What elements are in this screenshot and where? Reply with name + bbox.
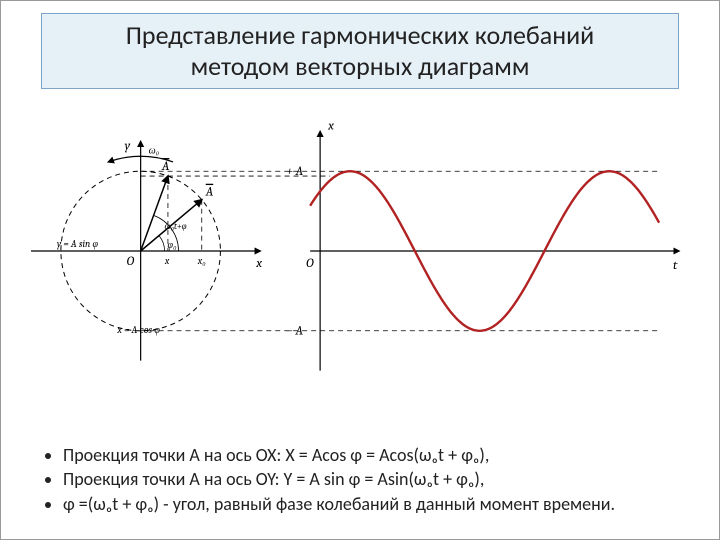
diagram-area: Oxyy = A sin φx = A cos φAAφ₀ω₀t+φω₀xx₀ …: [21, 101, 699, 401]
svg-text:x = A cos φ: x = A cos φ: [116, 325, 160, 336]
title-box: Представление гармонических колебаний ме…: [41, 13, 679, 89]
bullet-item: φ =(ωₒt + φₒ) - угол, равный фазе колеба…: [63, 493, 679, 516]
svg-text:ω₀t+φ: ω₀t+φ: [165, 222, 187, 232]
svg-text:x: x: [255, 256, 262, 271]
svg-text:x: x: [327, 118, 334, 133]
sine-diagram: + A − A Ot x: [141, 118, 679, 370]
svg-text:O: O: [127, 254, 135, 269]
svg-text:x: x: [164, 256, 170, 267]
bullets-area: Проекция точки A на ось OX: X = Acos φ =…: [41, 442, 679, 518]
svg-text:φ₀: φ₀: [168, 240, 178, 251]
svg-text:A: A: [161, 159, 170, 174]
slide-root: Представление гармонических колебаний ме…: [0, 0, 720, 540]
svg-text:− A: − A: [286, 324, 303, 339]
svg-text:A: A: [205, 185, 214, 200]
bullet-item: Проекция точки A на ось OY: Y = A sin φ …: [63, 468, 679, 491]
svg-text:y = A sin φ: y = A sin φ: [57, 239, 99, 250]
svg-text:+ A: + A: [286, 164, 303, 179]
diagram-svg: Oxyy = A sin φx = A cos φAAφ₀ω₀t+φω₀xx₀ …: [21, 101, 699, 401]
svg-text:ω₀: ω₀: [149, 145, 160, 156]
bullets-list: Проекция точки A на ось OX: X = Acos φ =…: [41, 444, 679, 516]
svg-text:t: t: [673, 258, 678, 273]
title-heading: Представление гармонических колебаний ме…: [52, 20, 668, 82]
svg-text:x₀: x₀: [197, 256, 206, 267]
title-line1: Представление гармонических колебаний: [126, 19, 594, 51]
svg-text:O: O: [306, 256, 314, 271]
bullet-item: Проекция точки A на ось OX: X = Acos φ =…: [63, 444, 679, 467]
svg-text:y: y: [125, 138, 131, 153]
title-line2: методом векторных диаграмм: [191, 50, 530, 82]
phasor-diagram: Ox y y = A sin φ x = A cos φ A Aφ₀ ω₀t+φ ω₀ x x₀: [31, 138, 262, 360]
